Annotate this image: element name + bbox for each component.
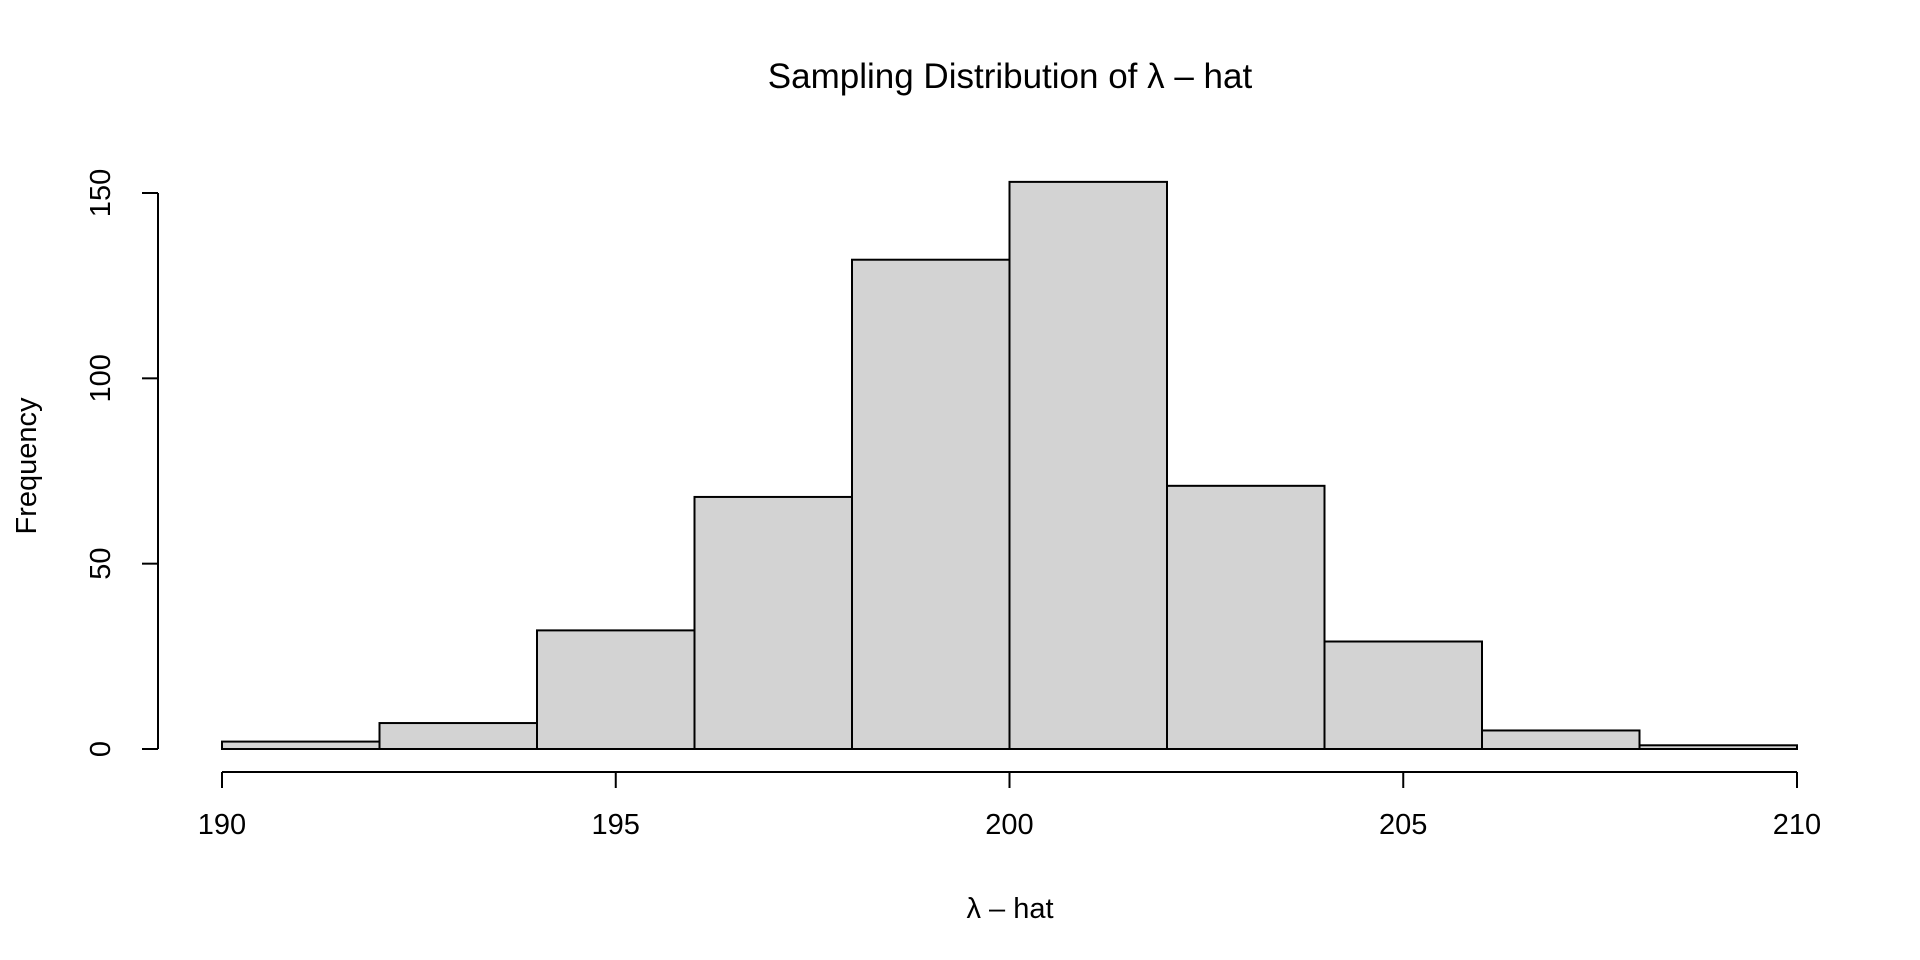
histogram-bars bbox=[221, 180, 1798, 751]
y-tick-label-150: 150 bbox=[85, 169, 117, 217]
x-tick-label-210: 210 bbox=[1773, 809, 1821, 841]
histogram-bar-4 bbox=[693, 495, 853, 750]
x-axis-label: λ – hat bbox=[966, 893, 1053, 925]
y-axis-label: Frequency bbox=[11, 397, 43, 535]
x-tick-label-195: 195 bbox=[592, 809, 640, 841]
y-tick-label-100: 100 bbox=[85, 354, 117, 402]
histogram-bar-3 bbox=[536, 629, 696, 750]
x-tick-label-205: 205 bbox=[1379, 809, 1427, 841]
histogram-bar-5 bbox=[851, 258, 1011, 750]
x-tick-label-200: 200 bbox=[985, 809, 1033, 841]
histogram-bar-10 bbox=[1638, 744, 1798, 751]
histogram-bar-1 bbox=[221, 740, 381, 751]
histogram-bar-8 bbox=[1323, 640, 1483, 750]
y-tick-label-50: 50 bbox=[85, 548, 117, 580]
histogram-bar-2 bbox=[378, 722, 538, 751]
chart-title: Sampling Distribution of λ – hat bbox=[768, 57, 1253, 96]
histogram-bar-6 bbox=[1008, 180, 1168, 750]
x-tick-label-190: 190 bbox=[198, 809, 246, 841]
x-axis: 190 195 200 205 210 bbox=[198, 771, 1821, 841]
histogram-bar-9 bbox=[1481, 729, 1641, 751]
y-tick-label-0: 0 bbox=[85, 741, 117, 757]
histogram-bar-7 bbox=[1166, 484, 1326, 750]
y-axis: 0 50 100 150 bbox=[85, 169, 159, 757]
